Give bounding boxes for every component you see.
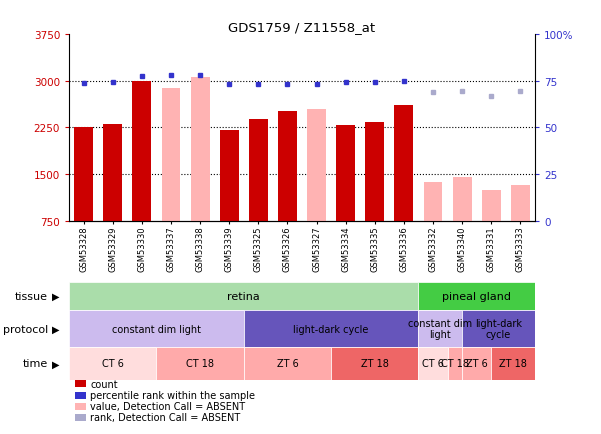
Text: percentile rank within the sample: percentile rank within the sample	[90, 390, 255, 400]
Text: rank, Detection Call = ABSENT: rank, Detection Call = ABSENT	[90, 412, 240, 422]
Text: CT 18: CT 18	[186, 358, 214, 368]
Bar	[244, 347, 331, 380]
Bar	[191, 78, 210, 221]
Bar	[453, 177, 472, 221]
Bar	[162, 89, 180, 221]
Text: ZT 6: ZT 6	[466, 358, 487, 368]
Bar	[462, 347, 491, 380]
Text: ▶: ▶	[52, 358, 59, 368]
Text: count: count	[90, 379, 118, 389]
Bar	[249, 120, 268, 221]
Text: ▶: ▶	[52, 324, 59, 334]
Bar	[418, 282, 535, 310]
Text: light-dark
cycle: light-dark cycle	[475, 318, 522, 339]
Bar	[491, 347, 535, 380]
Text: ZT 6: ZT 6	[276, 358, 298, 368]
Bar	[244, 310, 418, 347]
Bar	[336, 125, 355, 221]
Bar	[278, 112, 297, 221]
Text: ▶: ▶	[52, 291, 59, 301]
Bar	[482, 190, 501, 221]
Bar	[418, 310, 462, 347]
Bar	[331, 347, 418, 380]
Text: time: time	[23, 358, 48, 368]
Bar	[418, 347, 448, 380]
Text: tissue: tissue	[15, 291, 48, 301]
Bar	[394, 105, 413, 221]
Text: constant dim
light: constant dim light	[408, 318, 472, 339]
Text: ZT 18: ZT 18	[361, 358, 389, 368]
Bar	[156, 347, 244, 380]
Text: pineal gland: pineal gland	[442, 291, 511, 301]
Bar	[365, 123, 384, 221]
Text: value, Detection Call = ABSENT: value, Detection Call = ABSENT	[90, 401, 245, 411]
Text: CT 6: CT 6	[422, 358, 444, 368]
Text: constant dim light: constant dim light	[112, 324, 201, 334]
Bar	[220, 131, 239, 221]
Bar	[69, 347, 156, 380]
Bar	[307, 110, 326, 221]
Bar	[424, 182, 442, 221]
Bar	[69, 310, 244, 347]
Text: light-dark cycle: light-dark cycle	[293, 324, 369, 334]
Text: CT 18: CT 18	[441, 358, 469, 368]
Bar	[69, 282, 418, 310]
Text: ZT 18: ZT 18	[499, 358, 527, 368]
Bar	[462, 310, 535, 347]
Bar	[448, 347, 462, 380]
Text: CT 6: CT 6	[102, 358, 124, 368]
Title: GDS1759 / Z11558_at: GDS1759 / Z11558_at	[228, 20, 376, 33]
Text: protocol: protocol	[3, 324, 48, 334]
Bar	[74, 128, 93, 221]
Bar	[132, 82, 151, 221]
Bar	[511, 185, 530, 221]
Text: retina: retina	[227, 291, 260, 301]
Bar	[103, 124, 122, 221]
